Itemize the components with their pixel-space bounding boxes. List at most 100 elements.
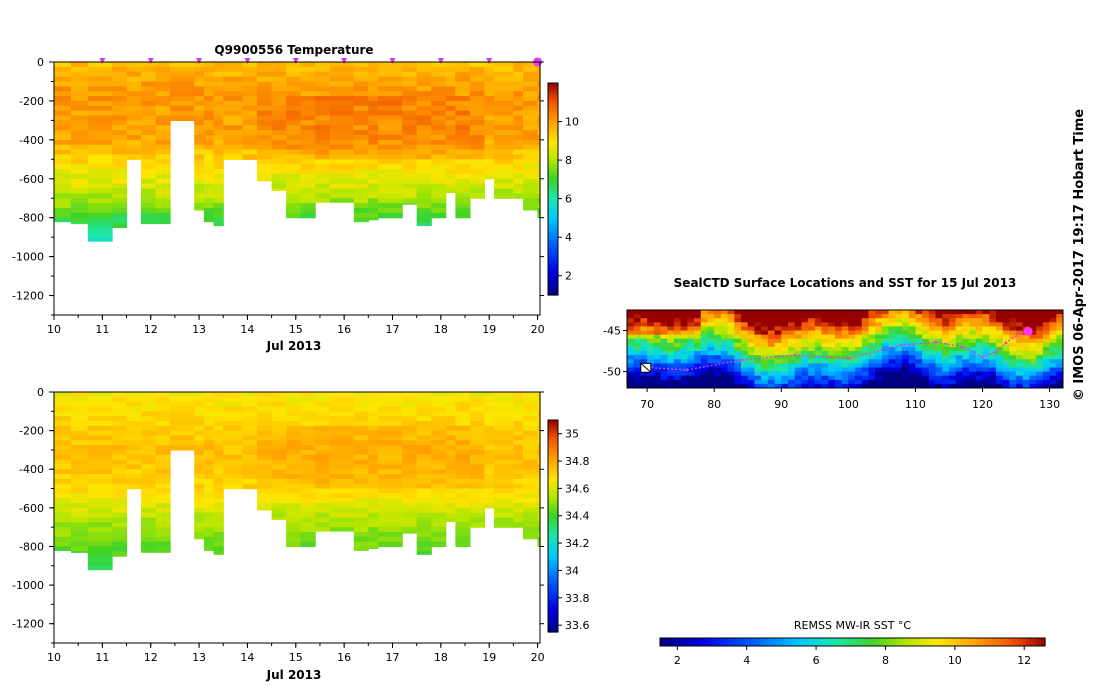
sst-cell <box>841 351 849 356</box>
section-cell <box>213 507 224 514</box>
sst-cell <box>1016 383 1024 388</box>
sst-cell <box>888 314 896 319</box>
section-cell <box>242 440 258 446</box>
sst-cell <box>633 326 642 332</box>
section-cell <box>213 159 224 165</box>
sst-cell <box>794 342 802 348</box>
section-cell <box>523 159 539 165</box>
section-cell <box>194 420 205 427</box>
section-cell <box>353 159 369 165</box>
section-cell <box>402 527 418 533</box>
section-cell <box>537 503 541 509</box>
sst-cell <box>962 355 970 360</box>
sst-cell <box>975 318 984 323</box>
section-cell <box>416 149 432 156</box>
sst-colorbar-tick-label: 12 <box>1017 654 1031 667</box>
sst-cell <box>1056 367 1063 373</box>
section-cell <box>203 469 215 475</box>
section-cell <box>87 125 113 131</box>
section-cell <box>300 454 316 461</box>
sst-cell <box>1042 383 1051 388</box>
section-cell <box>257 420 273 427</box>
section-cell <box>537 449 541 456</box>
section-cell <box>329 130 355 136</box>
section-cell <box>112 440 128 446</box>
sst-cell <box>714 379 722 385</box>
sst-cell <box>673 351 682 356</box>
section-cell <box>416 411 432 417</box>
sst-cell <box>1002 318 1010 323</box>
section-cell <box>286 198 302 204</box>
sst-colorbar-cell <box>994 638 1000 646</box>
section-cell <box>523 493 539 499</box>
section-cell <box>378 62 403 68</box>
section-cell <box>416 512 432 519</box>
section-cell <box>203 159 215 165</box>
track-point <box>847 357 850 360</box>
section-cell <box>141 498 157 504</box>
section-cell <box>54 86 72 92</box>
sst-cell <box>928 334 937 340</box>
section-cell <box>469 110 485 117</box>
sst-cell <box>955 351 963 356</box>
section-cell <box>223 154 244 160</box>
section-cell <box>455 159 471 165</box>
sst-cell <box>754 334 762 340</box>
section-cell <box>353 86 369 92</box>
section-cell <box>353 183 369 190</box>
section-cell <box>523 115 539 121</box>
section-cell <box>455 541 471 548</box>
section-cell <box>445 178 456 185</box>
sst-cell <box>995 330 1004 336</box>
sst-cell <box>834 314 843 319</box>
sst-cell <box>667 314 675 319</box>
sst-cell <box>814 326 823 332</box>
sst-cell <box>942 355 950 360</box>
section-cell <box>513 517 524 523</box>
sst-cell <box>673 342 682 348</box>
sst-colorbar-cell <box>686 638 692 646</box>
section-cell <box>242 86 258 92</box>
sst-cell <box>734 334 742 340</box>
section-cell <box>484 62 495 68</box>
sst-cell <box>673 367 682 373</box>
sst-colorbar-cell <box>829 638 834 646</box>
sst-cell <box>969 346 977 352</box>
section-cell <box>170 62 195 68</box>
section-cell <box>126 464 142 470</box>
sst-cell <box>653 355 662 360</box>
sst-colorbar-cell <box>952 638 958 646</box>
section-cell <box>141 154 157 160</box>
sst-cell <box>633 314 642 319</box>
section-cell <box>537 173 541 180</box>
section-cell <box>523 81 539 87</box>
sst-colorbar-tick-label: 8 <box>882 654 889 667</box>
colorbar-cell <box>548 427 558 432</box>
section-cell <box>126 454 142 461</box>
section-cell <box>170 401 195 408</box>
section-cell <box>455 120 471 126</box>
sst-cell <box>982 330 990 336</box>
colorbar-cell <box>548 199 558 203</box>
sst-cell <box>687 326 695 332</box>
sst-cell <box>633 367 642 373</box>
sst-cell <box>948 351 957 356</box>
sst-cell <box>942 375 950 381</box>
sst-cell <box>942 367 950 373</box>
sst-cell <box>902 318 910 323</box>
sst-cell <box>1029 346 1037 352</box>
colorbar-cell <box>548 159 558 164</box>
section-cell <box>513 110 524 117</box>
section-cell <box>431 531 447 538</box>
section-cell <box>523 488 539 494</box>
sst-cell <box>915 375 923 381</box>
section-cell <box>203 115 215 121</box>
section-cell <box>242 478 258 485</box>
section-cell <box>494 454 514 461</box>
sst-cell <box>653 359 662 364</box>
colorbar-tick-label: 34.8 <box>565 455 590 468</box>
section-cell <box>112 105 128 112</box>
section-cell <box>70 178 89 185</box>
section-cell <box>416 96 432 102</box>
section-cell <box>431 71 447 78</box>
